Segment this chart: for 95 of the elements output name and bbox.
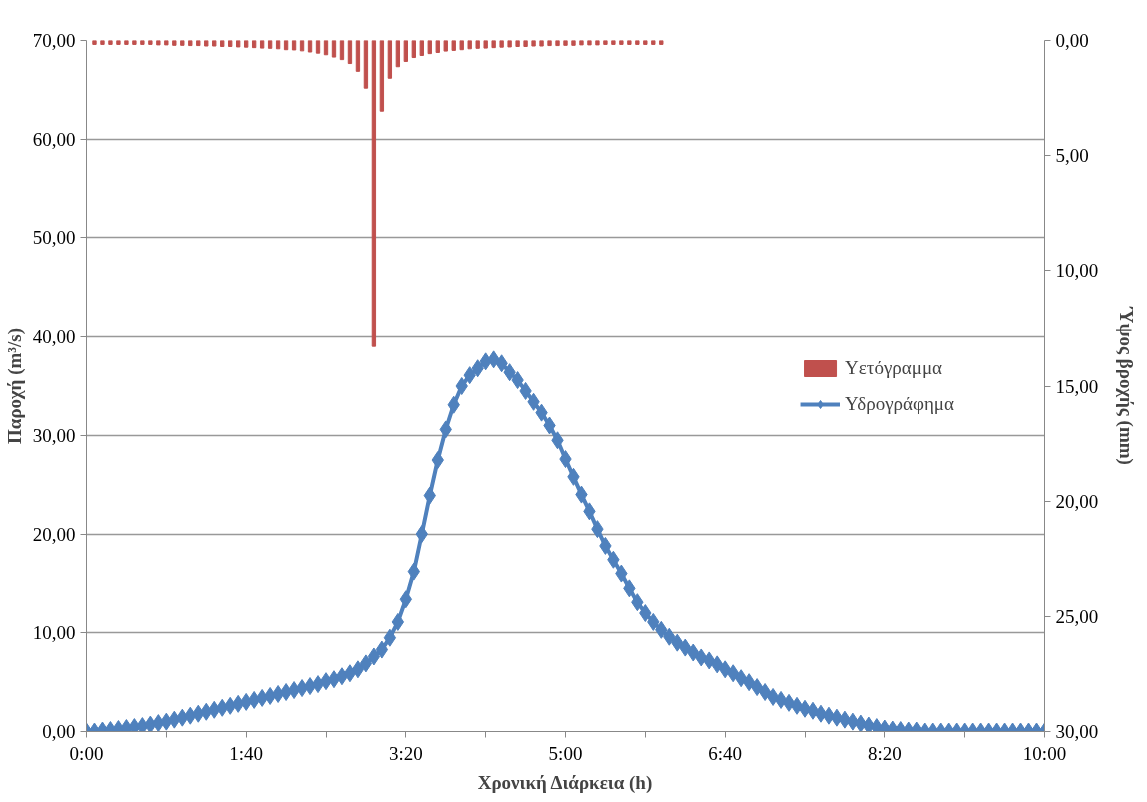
bar [148, 40, 153, 45]
bar [435, 40, 440, 53]
bar [547, 40, 552, 47]
bar [259, 40, 265, 49]
y2-tick-label: 0,00 [1055, 30, 1089, 51]
bar [659, 40, 664, 45]
y-tick-label: 0,00 [42, 721, 76, 742]
bar [315, 40, 321, 54]
bar [459, 40, 464, 51]
x-tick-label: 1:40 [229, 742, 264, 764]
y2-tick-label: 15,00 [1055, 375, 1099, 397]
bar [555, 40, 560, 47]
bar [523, 40, 528, 47]
bar [427, 40, 432, 55]
bar [339, 40, 345, 61]
bar [387, 40, 393, 79]
y2-tick-label: 30,00 [1055, 721, 1099, 742]
bar [156, 40, 161, 46]
bar [507, 40, 512, 48]
bar [571, 40, 576, 46]
bar [204, 40, 209, 47]
legend-label: Υετόγραμμα [845, 356, 943, 379]
y2-tick-label: 25,00 [1055, 605, 1099, 627]
x-tick-label: 3:20 [388, 742, 423, 764]
bar [132, 40, 137, 45]
y2-tick-label: 10,00 [1055, 260, 1099, 282]
bar [220, 40, 225, 47]
bar [92, 40, 97, 45]
x-tick-label: 6:40 [708, 742, 743, 764]
bar [595, 40, 600, 46]
bar [603, 40, 608, 45]
bar [164, 40, 169, 46]
bar [475, 40, 480, 49]
bar [172, 40, 177, 46]
y-tick-label: 70,00 [32, 30, 76, 51]
bar [140, 40, 145, 45]
y-tick-label: 10,00 [32, 622, 76, 644]
bar [419, 40, 424, 56]
bar [180, 40, 185, 46]
y-axis-title: Παροχή (m³/s) [3, 327, 26, 444]
bar [100, 40, 105, 45]
bar [563, 40, 568, 46]
bar [451, 40, 456, 51]
y-tick-label: 40,00 [32, 326, 76, 348]
bar [196, 40, 201, 47]
bar [116, 40, 121, 45]
bar [379, 40, 385, 112]
bar [587, 40, 592, 46]
bar [355, 40, 361, 72]
x-axis-title: Χρονική Διάρκεια (h) [477, 771, 653, 794]
bar [531, 40, 536, 47]
y2-axis-title: Ύψος βροχής (mm) [1115, 306, 1138, 465]
bar [236, 40, 241, 48]
y-tick-label: 30,00 [32, 424, 76, 446]
bar [291, 40, 297, 51]
x-tick-label: 10:00 [1022, 742, 1067, 764]
bar [299, 40, 305, 52]
bar [515, 40, 520, 47]
bar [643, 40, 648, 45]
bar [483, 40, 488, 49]
bar [491, 40, 496, 49]
legend-label: Υδρογράφημα [845, 392, 954, 415]
bar [108, 40, 113, 45]
bar [627, 40, 632, 45]
bar [403, 40, 409, 62]
bar [243, 40, 249, 48]
bar [124, 40, 129, 45]
bar [579, 40, 584, 46]
bar [307, 40, 313, 53]
bar [347, 40, 353, 65]
bar [539, 40, 544, 47]
bar [467, 40, 472, 50]
bar [212, 40, 217, 47]
bar [611, 40, 616, 45]
bar [619, 40, 624, 45]
bar [363, 40, 369, 89]
bar [331, 40, 337, 58]
bar [267, 40, 273, 49]
bar [651, 40, 656, 45]
y2-tick-label: 20,00 [1055, 490, 1099, 512]
y-tick-label: 20,00 [32, 523, 76, 545]
bar [228, 40, 233, 47]
y2-tick-label: 5,00 [1055, 145, 1089, 167]
bar [395, 40, 401, 68]
bar [443, 40, 448, 52]
y-tick-label: 50,00 [32, 227, 76, 249]
bar [188, 40, 193, 47]
x-tick-label: 5:00 [548, 742, 583, 764]
bar [499, 40, 504, 48]
bar [371, 40, 377, 347]
x-tick-label: 8:20 [867, 742, 902, 764]
bar [411, 40, 416, 59]
x-tick-label: 0:00 [69, 742, 104, 764]
y-tick-label: 60,00 [32, 128, 76, 150]
bar [635, 40, 640, 45]
